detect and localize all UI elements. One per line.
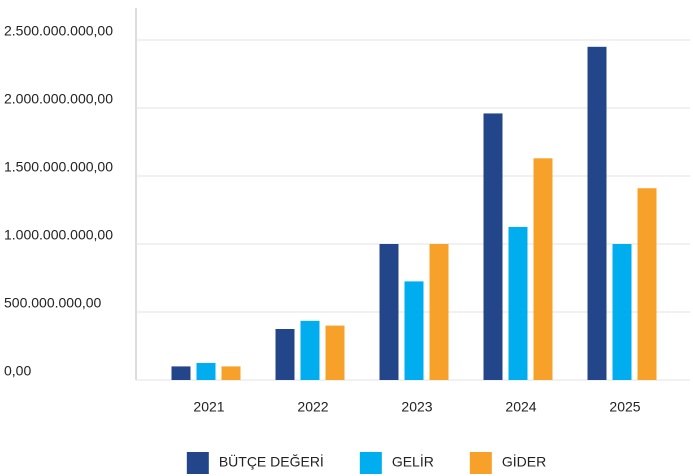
x-tick-label: 2021 bbox=[193, 399, 224, 415]
y-tick-label: 1.000.000.000,00 bbox=[4, 227, 113, 243]
legend-label: BÜTÇE DEĞERİ bbox=[219, 453, 324, 470]
legend-label: GİDER bbox=[502, 453, 546, 470]
bar bbox=[483, 113, 503, 380]
bar bbox=[404, 281, 424, 380]
y-tick-label: 500.000.000,00 bbox=[4, 295, 102, 311]
legend-label: GELİR bbox=[392, 453, 434, 470]
bar bbox=[221, 366, 241, 380]
bar bbox=[171, 366, 191, 380]
y-tick-label: 2.000.000.000,00 bbox=[4, 91, 113, 107]
bar bbox=[196, 363, 216, 380]
bar bbox=[379, 244, 399, 380]
x-tick-label: 2024 bbox=[505, 399, 536, 415]
bar bbox=[587, 46, 607, 381]
x-tick-label: 2025 bbox=[609, 399, 640, 415]
bar bbox=[612, 244, 632, 380]
bar bbox=[533, 158, 553, 380]
bar bbox=[300, 320, 320, 380]
bar bbox=[325, 325, 345, 380]
bar bbox=[508, 227, 528, 380]
bar bbox=[429, 244, 449, 380]
legend-swatch bbox=[469, 452, 492, 474]
x-tick-label: 2023 bbox=[401, 399, 432, 415]
bar bbox=[275, 329, 295, 380]
y-tick-label: 1.500.000.000,00 bbox=[4, 159, 113, 175]
y-tick-label: 0,00 bbox=[4, 363, 31, 379]
bar bbox=[637, 188, 657, 380]
legend-swatch bbox=[186, 452, 209, 474]
legend-swatch bbox=[359, 452, 382, 474]
x-tick-label: 2022 bbox=[297, 399, 328, 415]
y-tick-label: 2.500.000.000,00 bbox=[4, 23, 113, 39]
